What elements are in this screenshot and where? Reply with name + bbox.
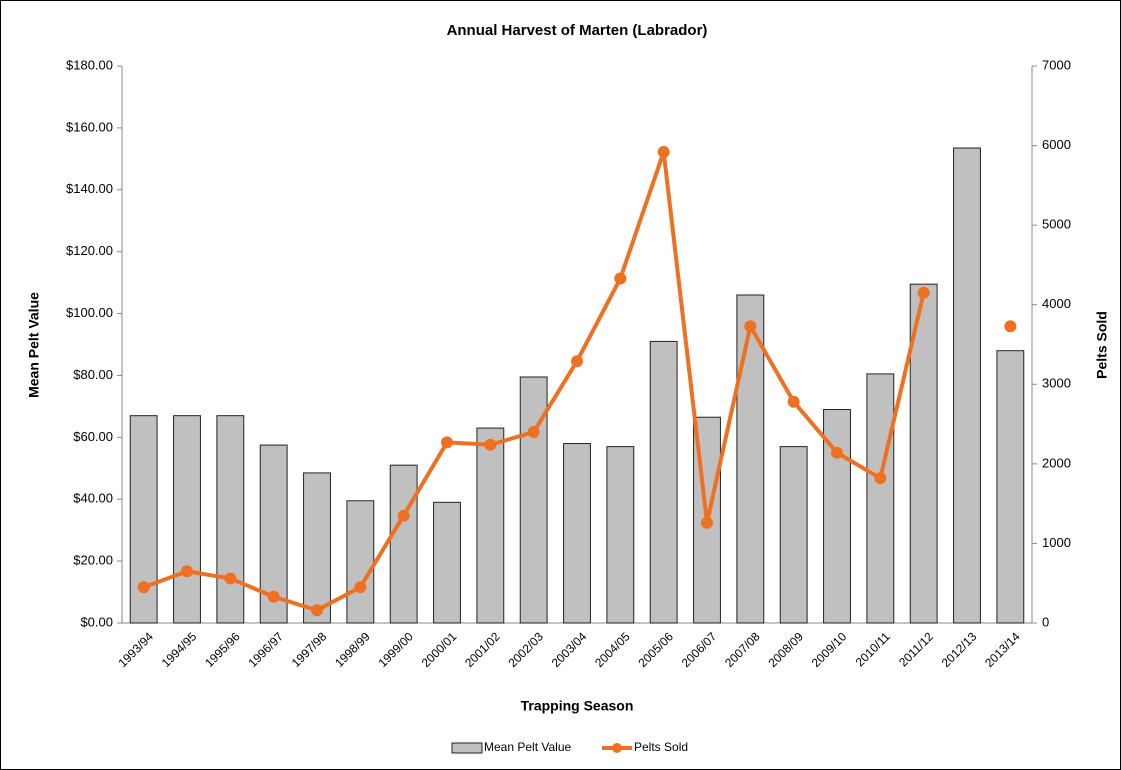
legend-label: Pelts Sold	[634, 740, 688, 754]
line-point	[874, 472, 887, 485]
y2-tick-label: 6000	[1042, 137, 1071, 152]
bar	[433, 501, 461, 624]
line-point	[224, 572, 237, 585]
bar	[216, 415, 245, 624]
y2-tick-label: 3000	[1042, 376, 1071, 391]
y-tick-label: $100.00	[66, 305, 113, 320]
y2-tick-label: 1000	[1042, 535, 1071, 550]
y2-tick-label: 5000	[1042, 217, 1071, 232]
y2-tick-label: 2000	[1042, 455, 1071, 470]
line-point	[527, 426, 540, 439]
line-point	[917, 286, 930, 299]
y-tick-label: $60.00	[73, 429, 113, 444]
bar	[389, 464, 418, 624]
x-axis-title: Trapping Season	[521, 698, 634, 714]
line-point	[657, 145, 670, 158]
bar	[779, 446, 808, 624]
line-point	[744, 320, 757, 333]
y-axis-title: Mean Pelt Value	[26, 292, 42, 398]
y-tick-label: $140.00	[66, 181, 113, 196]
bar	[173, 415, 201, 624]
y2-tick-label: 0	[1042, 614, 1049, 629]
line-point	[441, 436, 453, 449]
bar	[866, 373, 895, 624]
line-point	[787, 395, 800, 408]
bar	[823, 408, 851, 624]
line-point	[831, 446, 843, 459]
line-point	[137, 581, 150, 594]
line-point	[701, 516, 713, 529]
bar	[303, 472, 331, 624]
line-point	[1004, 320, 1017, 333]
bar	[996, 350, 1025, 624]
line-point	[484, 438, 497, 451]
line-point	[571, 355, 583, 368]
bar	[953, 147, 981, 624]
bar	[736, 294, 765, 624]
line-point	[354, 581, 367, 594]
line-point	[397, 509, 410, 522]
y2-tick-label: 4000	[1042, 296, 1071, 311]
y-tick-label: $0.00	[80, 614, 113, 629]
bar	[649, 340, 678, 624]
bar	[909, 283, 938, 624]
legend-swatch	[451, 742, 483, 754]
y-tick-label: $120.00	[66, 243, 113, 258]
y-tick-label: $20.00	[73, 553, 113, 568]
y-tick-label: $40.00	[73, 491, 113, 506]
line-point	[181, 565, 193, 578]
y-tick-label: $80.00	[73, 367, 113, 382]
legend-label: Mean Pelt Value	[484, 740, 571, 754]
y2-axis-title: Pelts Sold	[1094, 311, 1110, 379]
line-point	[614, 272, 627, 285]
bar	[346, 500, 375, 624]
bar	[563, 443, 591, 624]
line-point	[311, 604, 323, 617]
legend-swatch	[612, 743, 622, 753]
line-point	[267, 590, 280, 603]
chart-title: Annual Harvest of Marten (Labrador)	[447, 22, 708, 39]
bar	[606, 446, 635, 624]
y2-tick-label: 7000	[1042, 57, 1071, 72]
y-tick-label: $160.00	[66, 119, 113, 134]
y-tick-label: $180.00	[66, 57, 113, 72]
bar	[476, 427, 505, 624]
